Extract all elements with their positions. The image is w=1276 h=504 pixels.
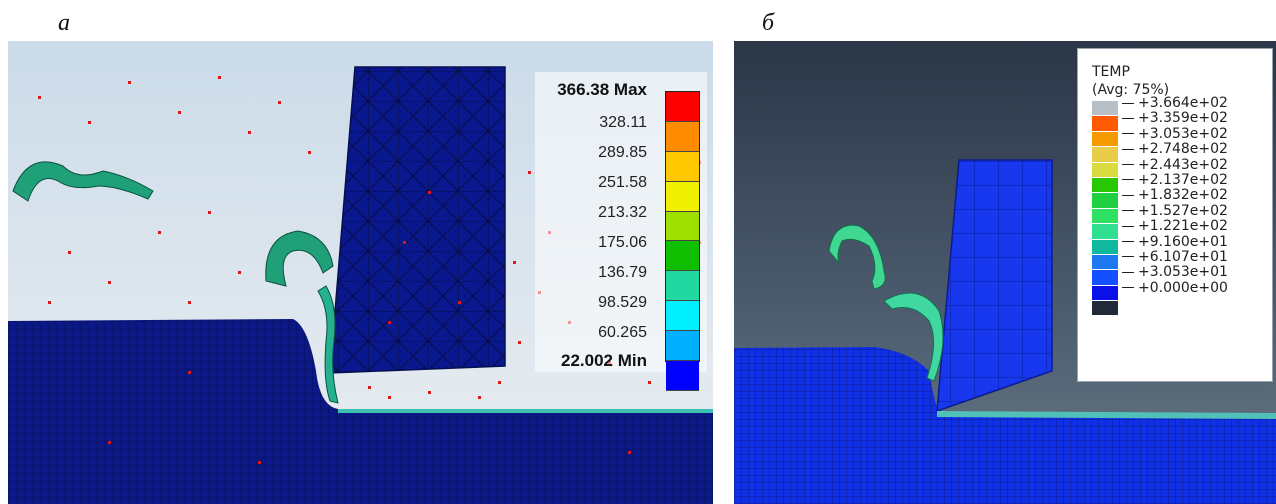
legend-b-swatch (1092, 285, 1118, 302)
panel-label-a: а (58, 10, 70, 36)
legend-a-swatch (666, 241, 699, 272)
legend-b-value: +2.137e+02 (1122, 172, 1228, 188)
legend-b-value: +0.000e+00 (1122, 280, 1228, 296)
legend-b-swatch (1092, 254, 1118, 271)
legend-b-swatch (1092, 208, 1118, 225)
legend-a-value: 328.11 (599, 114, 647, 131)
legend-b-value: +3.053e+02 (1122, 126, 1228, 142)
legend-b-swatch (1092, 193, 1118, 209)
legend-a-swatch (666, 121, 699, 152)
legend-a-colorbar (665, 91, 700, 391)
legend-a-swatch (666, 361, 699, 391)
legend-a-swatch (666, 92, 699, 122)
legend-b-value: +1.527e+02 (1122, 203, 1228, 219)
legend-b-swatch (1092, 147, 1118, 163)
simulation-render-b (734, 159, 1276, 504)
legend-b-swatch (1092, 270, 1118, 286)
legend-b-subtitle: (Avg: 75%) (1092, 82, 1170, 98)
legend-a-swatch (666, 211, 699, 242)
legend-a-min: 22.002 Min (561, 351, 647, 370)
legend-a-value: 136.79 (598, 264, 647, 281)
legend-b-swatch (1092, 116, 1118, 132)
legend-b-value: +3.359e+02 (1122, 110, 1228, 126)
legend-b-value: +1.221e+02 (1122, 218, 1228, 234)
legend-b-swatch (1092, 101, 1118, 117)
legend-a-value: 60.265 (598, 324, 647, 341)
legend-a-value: 251.58 (598, 174, 647, 191)
legend-a-swatch (666, 331, 699, 362)
legend-b-swatch (1092, 301, 1118, 317)
simulation-render-a (8, 66, 713, 504)
legend-b-value: +1.832e+02 (1122, 187, 1228, 203)
legend-b-value: +2.748e+02 (1122, 141, 1228, 157)
legend-b-value: +6.107e+01 (1122, 249, 1228, 265)
panel-label-b: б (762, 10, 775, 36)
legend-b-value: +2.443e+02 (1122, 157, 1228, 173)
legend-a: 366.38 Max 328.11 289.85 251.58 213.32 1… (535, 72, 707, 391)
legend-a-max: 366.38 Max (557, 80, 647, 99)
legend-b-swatch (1092, 177, 1118, 194)
legend-a-value: 289.85 (598, 144, 647, 161)
legend-a-swatch (666, 151, 699, 182)
legend-b-swatch (1092, 162, 1118, 178)
legend-b-values: +3.664e+02 +3.359e+02 +3.053e+02 +2.748e… (1122, 95, 1228, 296)
legend-a-swatch (666, 181, 699, 212)
legend-b-swatch (1092, 131, 1118, 148)
legend-b-title: TEMP (1092, 64, 1130, 80)
legend-b-swatch (1092, 239, 1118, 255)
legend-a-value: 175.06 (598, 234, 647, 251)
legend-a-value: 213.32 (598, 204, 647, 221)
legend-a-swatch (666, 271, 699, 302)
legend-b-value: +3.664e+02 (1122, 95, 1228, 111)
legend-b-colorbar (1092, 101, 1118, 317)
legend-b-value: +3.053e+01 (1122, 264, 1228, 280)
legend-a-value: 98.529 (598, 294, 647, 311)
legend-a-swatch (666, 301, 699, 332)
legend-b-swatch (1092, 224, 1118, 240)
legend-b-value: +9.160e+01 (1122, 234, 1228, 250)
legend-b: TEMP (Avg: 75%) +3.664e+02 +3.359e+02 +3… (1077, 48, 1273, 382)
